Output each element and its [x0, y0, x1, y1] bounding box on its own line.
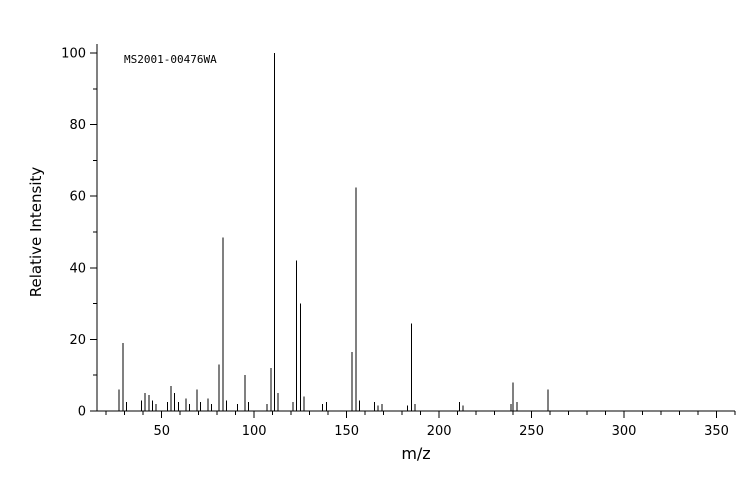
x-tick-label: 100	[242, 424, 267, 439]
x-axis-title: m/z	[401, 444, 430, 463]
y-axis-title: Relative Intensity	[27, 167, 45, 298]
spectrum-peaks	[118, 53, 549, 411]
x-tick-label: 50	[153, 424, 170, 439]
spectrum-id-label: MS2001-00476WA	[124, 53, 217, 66]
x-tick-label: 300	[612, 424, 637, 439]
x-tick-label: 350	[704, 424, 729, 439]
y-tick-label: 100	[61, 47, 86, 62]
axes	[96, 44, 735, 412]
y-tick-label: 0	[78, 405, 86, 420]
y-tick-label: 20	[69, 333, 86, 348]
x-tick-label: 200	[427, 424, 452, 439]
axis-ticks	[90, 52, 736, 418]
axis-tick-labels: 50 100 150 200 250 300 350 0 20 40 60 80 100	[61, 47, 729, 440]
x-tick-label: 250	[519, 424, 544, 439]
y-tick-label: 80	[69, 118, 86, 133]
y-tick-label: 60	[69, 190, 86, 205]
x-tick-label: 150	[334, 424, 359, 439]
y-tick-label: 40	[69, 261, 86, 276]
